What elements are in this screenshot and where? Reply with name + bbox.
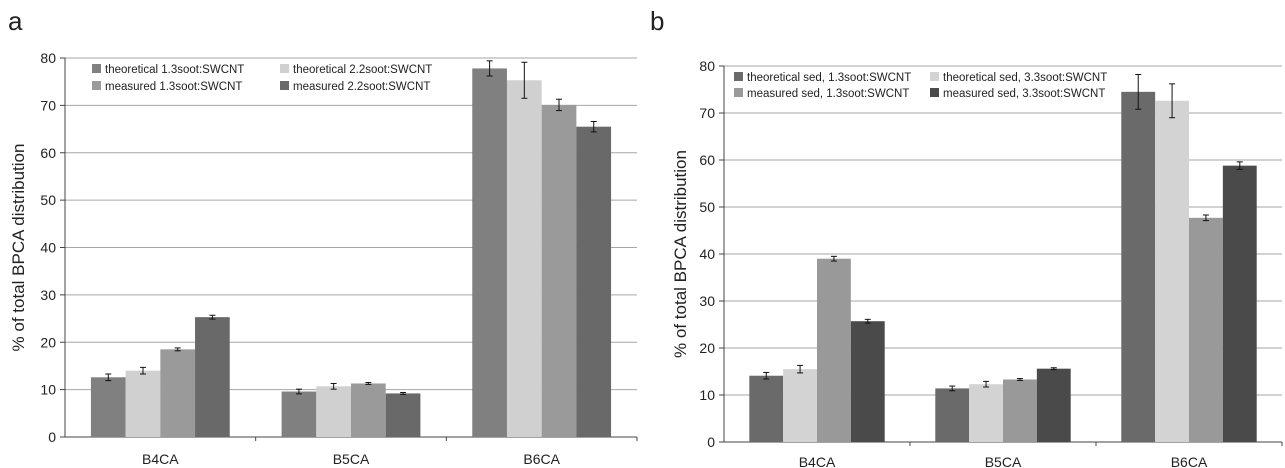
bar — [1036, 368, 1071, 442]
y-tick-label: 40 — [40, 240, 56, 256]
bar — [541, 104, 577, 438]
y-tick-label: 20 — [699, 340, 715, 356]
bar — [160, 349, 196, 437]
panel-a-letter: a — [8, 6, 23, 36]
bar — [969, 384, 1003, 442]
legend-swatch — [930, 88, 939, 97]
y-axis-label: % of total BPCA distribution — [9, 144, 28, 352]
y-tick-label: 10 — [699, 387, 715, 403]
y-tick-label: 80 — [699, 58, 715, 74]
legend-swatch — [734, 72, 743, 81]
x-tick-label: B5CA — [985, 454, 1022, 468]
legend-label: measured 1.3soot:SWCNT — [105, 81, 242, 93]
bar — [90, 377, 126, 437]
bar — [935, 388, 970, 442]
bar — [281, 391, 317, 437]
legend-swatch — [734, 88, 743, 97]
bar — [1121, 91, 1156, 442]
legend-label: measured 2.2soot:SWCNT — [293, 81, 430, 93]
y-tick-label: 30 — [40, 287, 56, 303]
x-tick-label: B6CA — [1171, 454, 1208, 468]
legend-label: theoretical sed, 3.3soot:SWCNT — [943, 72, 1107, 84]
bar — [850, 321, 885, 442]
bar-chart-a: 0 10 20 30 40 50 60 70 80 % of total BPCA distrib… — [9, 50, 638, 467]
legend-label: theoretical sed, 1.3soot:SWCNT — [747, 72, 911, 84]
panel-b-letter: b — [650, 6, 665, 36]
y-axis-label: % of total BPCA distribution — [671, 150, 690, 358]
y-tick-label: 80 — [40, 50, 56, 66]
y-tick-label: 10 — [40, 382, 56, 398]
y-tick-label: 50 — [40, 192, 56, 208]
bar — [783, 369, 817, 442]
bar — [1003, 379, 1037, 442]
bar — [195, 317, 230, 437]
legend-swatch — [930, 72, 939, 81]
bar — [1222, 165, 1257, 442]
bar — [1189, 217, 1223, 442]
bar — [125, 370, 161, 437]
y-tick-label: 60 — [40, 145, 56, 161]
bar — [749, 375, 784, 442]
y-tick-label: 0 — [707, 434, 715, 450]
x-tick-label: B4CA — [799, 454, 836, 468]
legend-swatch — [92, 81, 101, 90]
bar — [576, 126, 612, 437]
legend-label: theoretical 1.3soot:SWCNT — [105, 64, 244, 76]
legend-label: theoretical 2.2soot:SWCNT — [293, 64, 432, 76]
legend-label: measured sed, 1.3soot:SWCNT — [747, 88, 909, 100]
bar — [817, 258, 851, 442]
y-tick-label: 70 — [40, 97, 56, 113]
legend-label: measured sed, 3.3soot:SWCNT — [943, 88, 1105, 100]
bar — [385, 393, 421, 437]
y-tick-label: 20 — [40, 334, 56, 350]
legend-swatch — [280, 64, 289, 73]
bar — [472, 68, 507, 438]
legend-swatch — [280, 81, 289, 90]
y-tick-label: 40 — [699, 246, 715, 262]
y-tick-label: 50 — [699, 199, 715, 215]
y-tick-label: 30 — [699, 293, 715, 309]
y-tick-label: 70 — [699, 105, 715, 121]
y-tick-label: 60 — [699, 152, 715, 168]
bar — [351, 383, 386, 437]
x-tick-label: B4CA — [142, 451, 179, 467]
legend-swatch — [92, 64, 101, 73]
y-tick-label: 0 — [48, 429, 56, 445]
bar — [1155, 100, 1189, 442]
x-tick-label: B6CA — [523, 451, 560, 467]
bar-chart-b: 0 10 20 30 40 50 60 70 80 % of total BPCA distrib… — [671, 58, 1283, 468]
bar — [506, 80, 542, 438]
x-tick-label: B5CA — [333, 451, 370, 467]
bar — [316, 386, 351, 437]
